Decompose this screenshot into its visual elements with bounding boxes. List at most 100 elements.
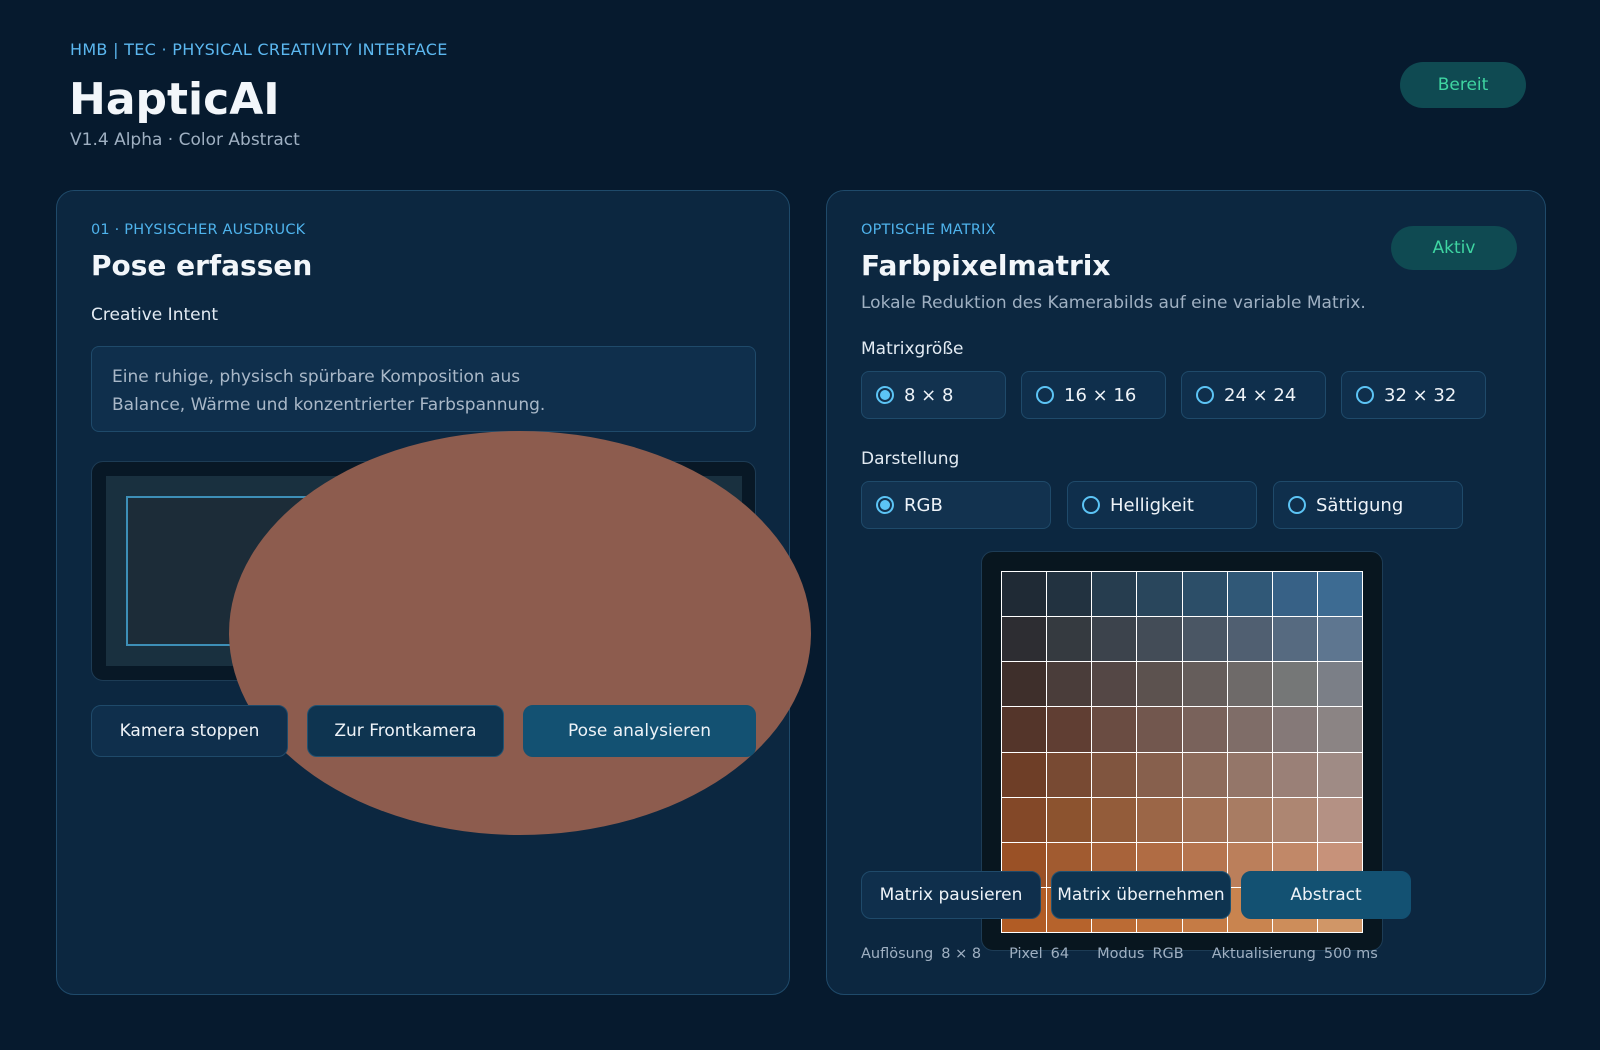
matrix-cell (1182, 797, 1227, 842)
matrix-cell (1272, 707, 1317, 752)
matrix-cell (1137, 797, 1182, 842)
radio-icon (1356, 386, 1374, 404)
matrix-cell (1182, 662, 1227, 707)
radio-selected-icon (876, 386, 894, 404)
matrix-cell (1092, 797, 1137, 842)
matrix-size-label: Matrixgröße (861, 339, 964, 359)
matrix-cell (1137, 707, 1182, 752)
matrix-cell (1092, 662, 1137, 707)
matrix-cell (1182, 752, 1227, 797)
matrix-cell (1272, 617, 1317, 662)
stat-resolution: Auflösung 8 × 8 (861, 946, 982, 962)
abstract-button[interactable]: Abstract (1241, 871, 1411, 919)
matrix-description: Lokale Reduktion des Kamerabilds auf ein… (861, 293, 1366, 313)
matrix-cell (1182, 707, 1227, 752)
matrix-cell (1092, 707, 1137, 752)
stop-camera-button[interactable]: Kamera stoppen (91, 705, 288, 757)
matrix-cell (1047, 617, 1092, 662)
matrix-cell (1137, 572, 1182, 617)
radio-icon (1082, 496, 1100, 514)
matrix-cell (1002, 752, 1047, 797)
matrix-cell (1002, 572, 1047, 617)
size-option-label: 8 × 8 (904, 384, 954, 406)
app-subtitle: V1.4 Alpha · Color Abstract (70, 130, 300, 150)
mode-option-label: RGB (904, 494, 943, 516)
matrix-card-kicker: OPTISCHE MATRIX (861, 222, 996, 238)
mode-option-label: Sättigung (1316, 494, 1404, 516)
front-camera-button[interactable]: Zur Frontkamera (307, 705, 504, 757)
matrix-card: OPTISCHE MATRIX Aktiv Farbpixelmatrix Lo… (826, 190, 1546, 995)
mode-option-rgb[interactable]: RGB (861, 481, 1051, 529)
matrix-cell (1227, 572, 1272, 617)
pose-card-title: Pose erfassen (91, 249, 313, 282)
size-option-32[interactable]: 32 × 32 (1341, 371, 1486, 419)
size-option-24[interactable]: 24 × 24 (1181, 371, 1326, 419)
matrix-cell (1272, 662, 1317, 707)
matrix-cell (1317, 797, 1362, 842)
size-option-label: 32 × 32 (1384, 384, 1457, 406)
pose-card-kicker: 01 · PHYSISCHER AUSDRUCK (91, 222, 306, 238)
matrix-cell (1317, 617, 1362, 662)
matrix-cell (1317, 662, 1362, 707)
creative-intent-input[interactable]: Eine ruhige, physisch spürbare Kompositi… (91, 346, 756, 432)
matrix-cell (1002, 707, 1047, 752)
radio-icon (1288, 496, 1306, 514)
matrix-cell (1317, 572, 1362, 617)
matrix-cell (1227, 662, 1272, 707)
size-option-8[interactable]: 8 × 8 (861, 371, 1006, 419)
intent-text-line-1: Eine ruhige, physisch spürbare Kompositi… (112, 367, 521, 387)
analyze-pose-button[interactable]: Pose analysieren (523, 705, 756, 757)
radio-icon (1036, 386, 1054, 404)
matrix-cell (1227, 797, 1272, 842)
creative-intent-label: Creative Intent (91, 305, 219, 325)
display-mode-label: Darstellung (861, 449, 960, 469)
matrix-cell (1092, 752, 1137, 797)
matrix-cell (1092, 617, 1137, 662)
radio-icon (1196, 386, 1214, 404)
matrix-cell (1137, 752, 1182, 797)
matrix-status-badge: Aktiv (1391, 226, 1517, 270)
matrix-cell (1002, 662, 1047, 707)
color-abstract-blob (229, 431, 811, 835)
matrix-cell (1182, 572, 1227, 617)
size-option-label: 24 × 24 (1224, 384, 1297, 406)
intent-text-line-2: Balance, Wärme und konzentrierter Farbsp… (112, 395, 546, 415)
matrix-cell (1227, 752, 1272, 797)
matrix-cell (1047, 572, 1092, 617)
pixel-matrix (1001, 571, 1363, 933)
matrix-cell (1227, 617, 1272, 662)
matrix-cell (1137, 662, 1182, 707)
matrix-cell (1317, 752, 1362, 797)
matrix-cell (1047, 752, 1092, 797)
app-title: HapticAI (69, 74, 280, 125)
matrix-cell (1002, 617, 1047, 662)
matrix-cell (1272, 797, 1317, 842)
status-badge: Bereit (1400, 62, 1526, 108)
stat-mode: Modus RGB (1097, 946, 1184, 962)
matrix-cell (1272, 572, 1317, 617)
stat-update: Aktualisierung 500 ms (1211, 946, 1378, 962)
matrix-cell (1047, 707, 1092, 752)
matrix-cell (1047, 797, 1092, 842)
radio-selected-icon (876, 496, 894, 514)
mode-option-brightness[interactable]: Helligkeit (1067, 481, 1257, 529)
matrix-cell (1047, 662, 1092, 707)
matrix-cell (1227, 707, 1272, 752)
pause-matrix-button[interactable]: Matrix pausieren (861, 871, 1041, 919)
apply-matrix-button[interactable]: Matrix übernehmen (1051, 871, 1231, 919)
size-option-label: 16 × 16 (1064, 384, 1137, 406)
matrix-stats: Auflösung 8 × 8 Pixel 64 Modus RGB Aktualis… (861, 946, 1378, 962)
app-eyebrow: HMB | TEC · PHYSICAL CREATIVITY INTERFAC… (70, 40, 448, 59)
stat-pixel: Pixel 64 (1009, 946, 1070, 962)
mode-option-saturation[interactable]: Sättigung (1273, 481, 1463, 529)
matrix-cell (1002, 797, 1047, 842)
matrix-cell (1317, 707, 1362, 752)
matrix-cell (1092, 572, 1137, 617)
matrix-cell (1272, 752, 1317, 797)
mode-option-label: Helligkeit (1110, 494, 1194, 516)
matrix-cell (1137, 617, 1182, 662)
pose-card: 01 · PHYSISCHER AUSDRUCK Pose erfassen C… (56, 190, 811, 995)
size-option-16[interactable]: 16 × 16 (1021, 371, 1166, 419)
matrix-card-title: Farbpixelmatrix (861, 249, 1111, 282)
